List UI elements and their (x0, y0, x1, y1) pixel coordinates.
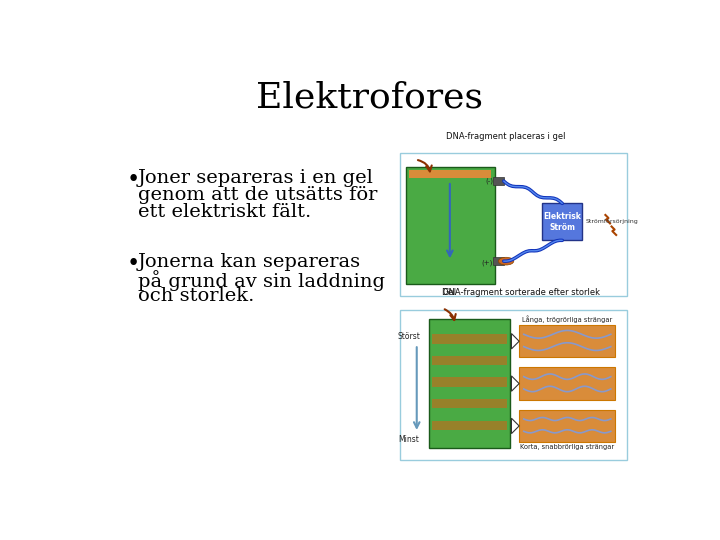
Bar (400, 153, 627, 296)
Text: ett elektriskt fält.: ett elektriskt fält. (138, 202, 311, 221)
Bar (519, 410, 616, 442)
Text: •: • (127, 168, 140, 191)
Text: genom att de utsätts för: genom att de utsätts för (138, 186, 377, 204)
Text: Strömförsörjning: Strömförsörjning (585, 219, 638, 225)
Ellipse shape (498, 257, 514, 265)
Text: och storlek.: och storlek. (138, 287, 254, 305)
Bar (400, 309, 627, 460)
Text: Långa, trögrörliga strängar: Långa, trögrörliga strängar (522, 315, 612, 323)
Text: •: • (127, 253, 140, 275)
Bar (493, 257, 504, 265)
Bar (519, 367, 616, 400)
Bar (432, 356, 507, 365)
Text: Korta, snabbrörliga strängar: Korta, snabbrörliga strängar (520, 444, 614, 450)
Bar (429, 319, 510, 448)
Text: Gel: Gel (443, 288, 457, 297)
Text: (-): (-) (485, 178, 493, 184)
Text: Jonerna kan separeras: Jonerna kan separeras (138, 253, 361, 272)
Text: Elektrofores: Elektrofores (256, 80, 482, 114)
Bar (519, 325, 616, 357)
Text: Elektrisk
Ström: Elektrisk Ström (544, 212, 581, 232)
Bar (432, 399, 507, 408)
Text: DNA-fragment sorterade efter storlek: DNA-fragment sorterade efter storlek (442, 288, 600, 298)
Bar (432, 421, 507, 430)
Text: (+): (+) (482, 259, 493, 266)
Bar (409, 170, 492, 178)
Bar (432, 334, 507, 343)
Text: DNA-fragment placeras i gel: DNA-fragment placeras i gel (446, 132, 565, 141)
Bar (493, 177, 504, 185)
Bar (406, 167, 495, 284)
Bar (432, 377, 507, 387)
Text: Joner separeras i en gel: Joner separeras i en gel (138, 168, 374, 187)
Bar (542, 204, 582, 240)
Text: på grund av sin laddning: på grund av sin laddning (138, 271, 385, 292)
Text: Störst: Störst (397, 332, 420, 341)
Text: Minst: Minst (399, 435, 420, 443)
